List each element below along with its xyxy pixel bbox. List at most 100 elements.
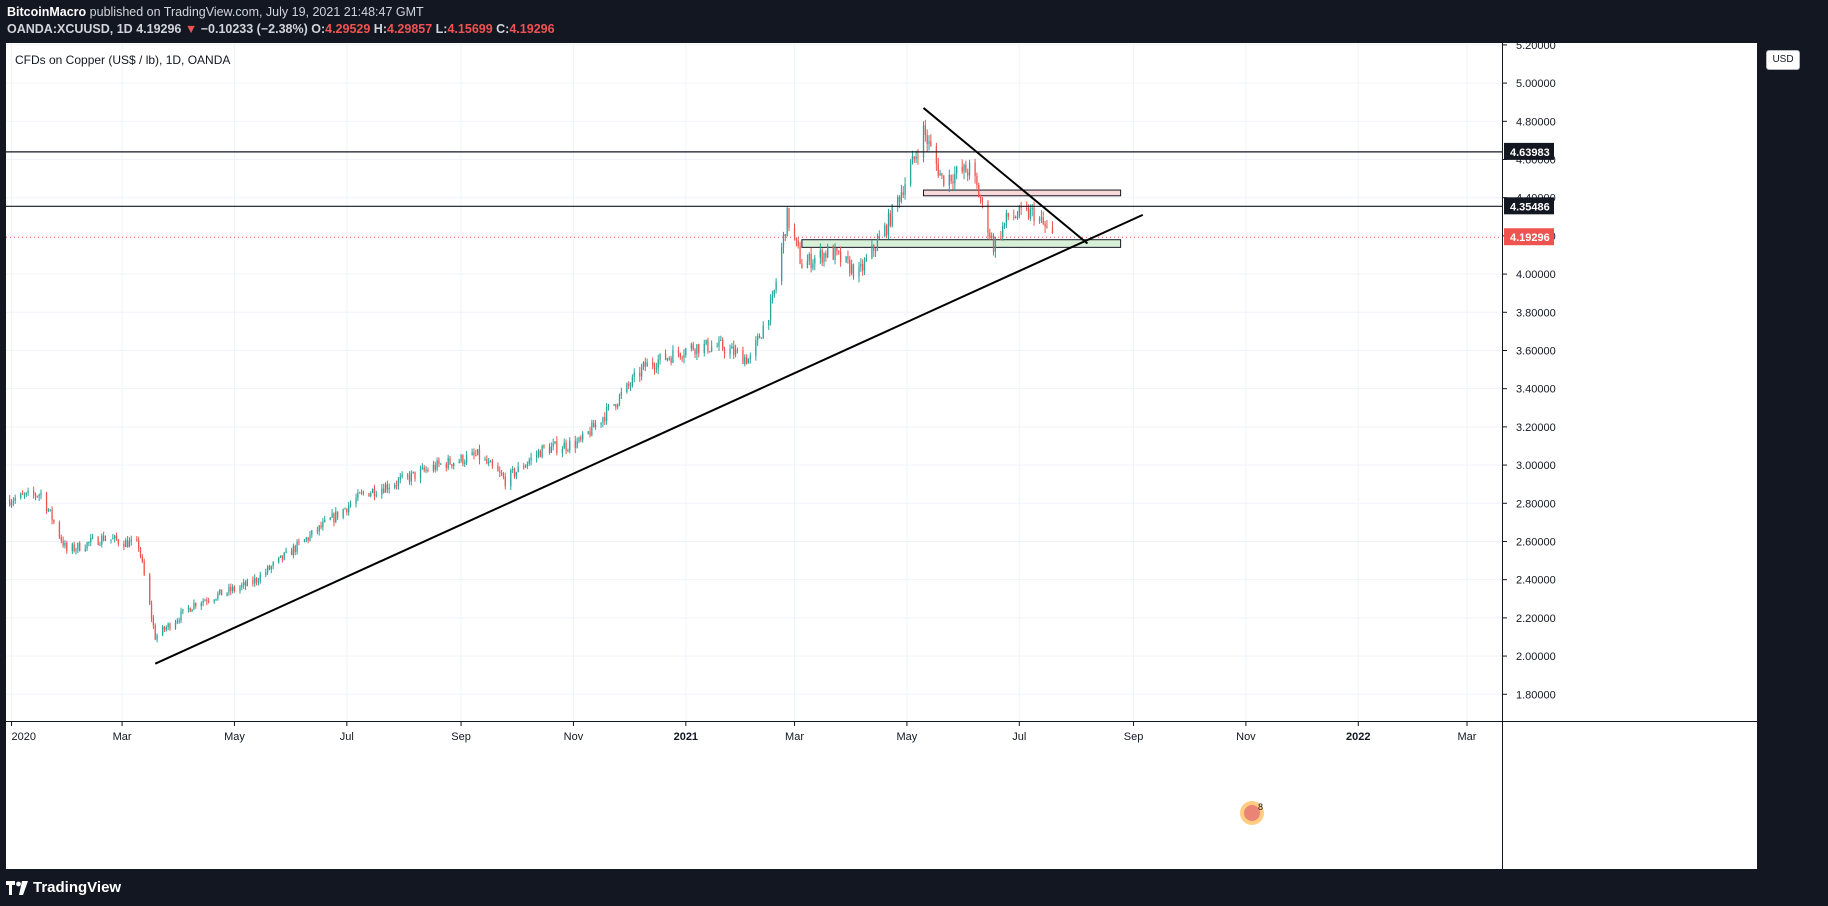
candle-body	[884, 225, 886, 237]
candle-body	[290, 550, 293, 556]
candle-body	[217, 593, 219, 599]
candle-body	[156, 635, 158, 640]
candle-body	[666, 358, 669, 360]
candle-body	[582, 433, 584, 440]
candle-body	[60, 537, 62, 541]
candle-body	[911, 156, 914, 165]
candle-body	[66, 543, 68, 551]
candle-body	[359, 492, 361, 494]
candle-body	[710, 346, 713, 352]
candle-body	[808, 253, 810, 261]
candle-body	[318, 525, 320, 532]
symbol-name: OANDA:XCUUSD, 1D	[7, 22, 133, 36]
candle-body	[270, 566, 272, 570]
candle-body	[939, 173, 941, 176]
chart-title: CFDs on Copper (US$ / lb), 1D, OANDA	[15, 53, 231, 67]
candle-body	[825, 253, 827, 258]
candle-body	[904, 184, 906, 195]
candle-body	[397, 479, 400, 486]
currency-badge[interactable]: USD	[1766, 50, 1800, 70]
candle-body	[20, 493, 22, 498]
tradingview-logo[interactable]: TradingView	[6, 879, 121, 896]
candle-body	[77, 542, 79, 550]
candle-body	[244, 582, 247, 587]
candle-body	[628, 383, 630, 386]
horizontal-lines[interactable]	[6, 151, 1502, 238]
candle-body	[613, 404, 615, 406]
candle-body	[898, 196, 901, 202]
candle-body	[723, 349, 726, 354]
candle-body	[956, 167, 958, 174]
candle-body	[303, 539, 306, 543]
candle-body	[705, 339, 707, 344]
candle-body	[75, 549, 77, 552]
candle-body	[668, 358, 670, 360]
candle-body	[594, 424, 597, 428]
candle-body	[329, 517, 331, 520]
candle-body	[386, 484, 389, 490]
candle-body	[1018, 206, 1020, 217]
close-label: C:	[496, 22, 510, 36]
price-tick-label: 2.00000	[1516, 651, 1556, 663]
candle-body	[565, 442, 567, 451]
candle-body	[421, 467, 424, 469]
candle-body	[331, 513, 333, 518]
candle-body	[524, 465, 527, 468]
candle-body	[114, 535, 116, 539]
candle-body	[821, 250, 823, 263]
time-tick-label: May	[224, 731, 245, 743]
candle-body	[878, 236, 880, 239]
candle-body	[747, 358, 750, 364]
price-tick-label: 3.00000	[1516, 460, 1556, 472]
candle-body	[388, 487, 390, 490]
price-chart[interactable]: 5.200005.000004.800004.600004.400004.200…	[6, 43, 1757, 869]
zones	[801, 189, 1122, 248]
chart-area[interactable]: 5.200005.000004.800004.600004.400004.200…	[6, 43, 1757, 869]
candle-body	[434, 464, 436, 470]
axes[interactable]: 5.200005.000004.800004.600004.400004.200…	[6, 43, 1757, 869]
candle-body	[395, 485, 398, 487]
candle-body	[40, 493, 42, 495]
candle-body	[563, 442, 565, 449]
candle-body	[427, 469, 429, 472]
candle-body	[499, 471, 501, 473]
candle-body	[685, 348, 687, 356]
candle-body	[965, 164, 967, 173]
candle-body	[169, 623, 171, 629]
candle-body	[775, 281, 777, 291]
price-badge	[1504, 197, 1554, 215]
price-tick-label: 3.60000	[1516, 345, 1556, 357]
candle-body	[642, 362, 645, 368]
candle-body	[233, 586, 236, 591]
flag-icon[interactable]: 8	[1240, 801, 1264, 825]
candle-body	[653, 365, 656, 370]
candle-body	[530, 457, 532, 461]
candle-body	[897, 196, 899, 205]
candle-body	[220, 589, 223, 596]
author-name[interactable]: BitcoinMacro	[7, 5, 87, 19]
candle-body	[537, 450, 540, 455]
publish-info: BitcoinMacro published on TradingView.co…	[7, 5, 424, 19]
time-tick-label: Mar	[113, 731, 132, 743]
candle-body	[316, 530, 319, 532]
candle-body	[425, 469, 427, 471]
candle-body	[847, 256, 849, 260]
trend-lines[interactable]	[154, 107, 1144, 665]
candle-body	[626, 383, 628, 393]
low-value: 4.15699	[447, 22, 493, 36]
candle-body	[736, 349, 739, 351]
candle-body	[154, 625, 156, 640]
candle-body	[670, 358, 672, 363]
price-tick-label: 4.80000	[1516, 116, 1556, 128]
candle-body	[733, 346, 735, 355]
candle-body	[219, 589, 221, 594]
candle-body	[375, 494, 377, 496]
candle-body	[952, 181, 954, 184]
candle-body	[346, 508, 348, 513]
candle-body	[150, 604, 153, 619]
candle-body	[891, 204, 893, 226]
candle-body	[373, 488, 376, 496]
candle-body	[922, 125, 925, 158]
candle-body	[10, 502, 13, 506]
candle-body	[1029, 209, 1031, 219]
